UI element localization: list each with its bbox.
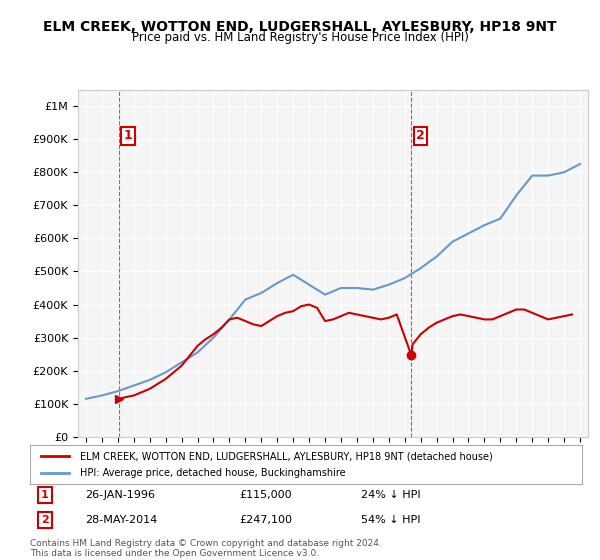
Text: 2: 2 — [416, 129, 425, 142]
Text: HPI: Average price, detached house, Buckinghamshire: HPI: Average price, detached house, Buck… — [80, 468, 346, 478]
Text: 1: 1 — [41, 490, 49, 500]
Text: 1: 1 — [124, 129, 133, 142]
Text: 28-MAY-2014: 28-MAY-2014 — [85, 515, 157, 525]
Text: 2: 2 — [41, 515, 49, 525]
Text: Price paid vs. HM Land Registry's House Price Index (HPI): Price paid vs. HM Land Registry's House … — [131, 31, 469, 44]
Text: 24% ↓ HPI: 24% ↓ HPI — [361, 490, 421, 500]
Text: 54% ↓ HPI: 54% ↓ HPI — [361, 515, 421, 525]
Text: This data is licensed under the Open Government Licence v3.0.: This data is licensed under the Open Gov… — [30, 549, 319, 558]
Text: ELM CREEK, WOTTON END, LUDGERSHALL, AYLESBURY, HP18 9NT (detached house): ELM CREEK, WOTTON END, LUDGERSHALL, AYLE… — [80, 451, 493, 461]
Text: 26-JAN-1996: 26-JAN-1996 — [85, 490, 155, 500]
Text: ELM CREEK, WOTTON END, LUDGERSHALL, AYLESBURY, HP18 9NT: ELM CREEK, WOTTON END, LUDGERSHALL, AYLE… — [43, 20, 557, 34]
Text: £247,100: £247,100 — [240, 515, 293, 525]
Text: £115,000: £115,000 — [240, 490, 292, 500]
Text: Contains HM Land Registry data © Crown copyright and database right 2024.: Contains HM Land Registry data © Crown c… — [30, 539, 382, 548]
